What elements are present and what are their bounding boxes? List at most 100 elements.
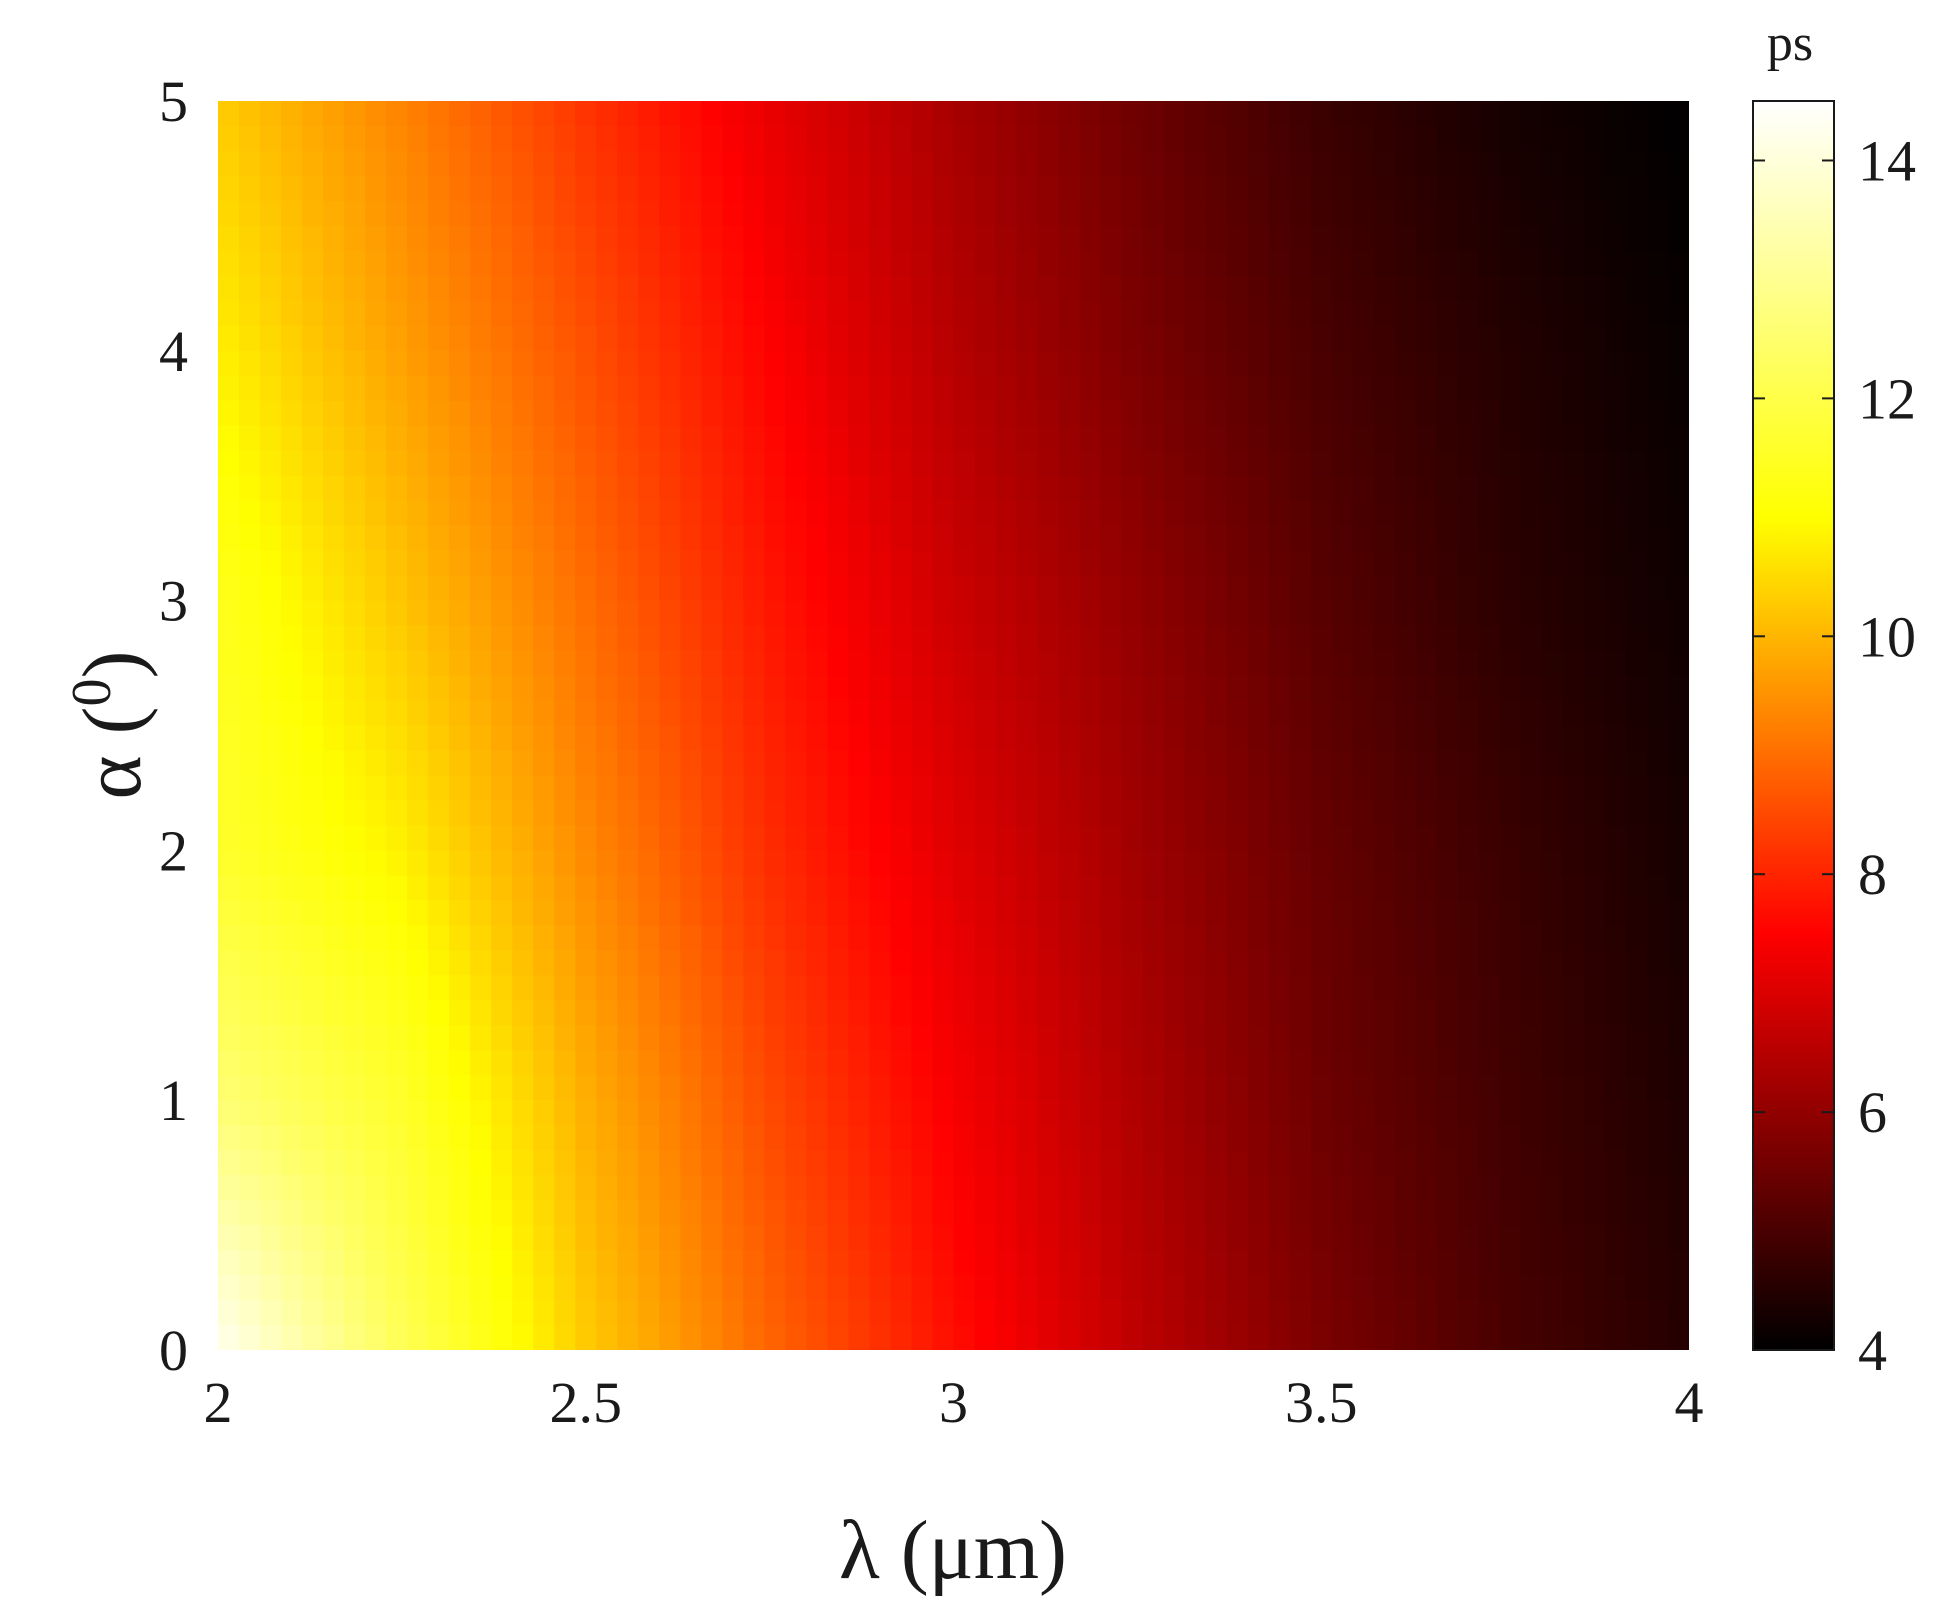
heatmap-cell <box>302 900 324 927</box>
heatmap-cell <box>470 825 492 852</box>
heatmap-cell <box>1373 1150 1396 1176</box>
heatmap-cell <box>764 600 787 627</box>
heatmap-cell <box>1520 250 1543 277</box>
heatmap-cell <box>1646 1325 1669 1350</box>
heatmap-cell <box>218 850 240 877</box>
heatmap-cell <box>1667 675 1689 702</box>
heatmap-cell <box>218 200 240 227</box>
heatmap-cell <box>1667 750 1689 777</box>
heatmap-cell <box>1184 1225 1207 1251</box>
heatmap-cell <box>701 700 724 727</box>
heatmap-cell <box>1436 525 1459 552</box>
heatmap-cell <box>953 725 976 752</box>
heatmap-cell <box>596 450 619 477</box>
heatmap-cell <box>1079 1250 1102 1276</box>
heatmap-cell <box>1205 1150 1228 1176</box>
heatmap-cell <box>680 975 703 1002</box>
heatmap-cell <box>239 725 261 752</box>
heatmap-cell <box>470 1000 492 1027</box>
heatmap-cell <box>596 825 619 852</box>
heatmap-cell <box>1562 475 1585 502</box>
heatmap-cell <box>1520 500 1543 527</box>
heatmap-cell <box>1625 625 1648 652</box>
heatmap-cell <box>1289 1275 1312 1301</box>
heatmap-cell <box>911 1100 934 1126</box>
heatmap-cell <box>323 1250 345 1276</box>
heatmap-cell <box>407 225 429 252</box>
heatmap-cell <box>1310 101 1333 127</box>
heatmap-cell <box>1205 225 1228 252</box>
heatmap-cell <box>617 400 640 427</box>
heatmap-cell <box>1625 225 1648 252</box>
heatmap-cell <box>848 750 871 777</box>
heatmap-cell <box>659 850 682 877</box>
heatmap-cell <box>680 850 703 877</box>
heatmap-cell <box>302 950 324 977</box>
heatmap-cell <box>1037 275 1060 302</box>
heatmap-cell <box>218 101 240 127</box>
heatmap-cell <box>554 1225 577 1251</box>
heatmap-cell <box>890 525 913 552</box>
heatmap-cell <box>407 175 429 202</box>
heatmap-cell <box>701 975 724 1002</box>
heatmap-cell <box>1121 175 1144 202</box>
heatmap-cell <box>428 1250 450 1276</box>
heatmap-cell <box>281 125 303 152</box>
heatmap-cell <box>302 475 324 502</box>
heatmap-cell <box>1247 1300 1270 1326</box>
heatmap-cell <box>1331 425 1354 452</box>
heatmap-cell <box>680 1175 703 1201</box>
heatmap-cell <box>1415 150 1438 177</box>
heatmap-cell <box>428 1275 450 1301</box>
heatmap-cell <box>911 525 934 552</box>
heatmap-cell <box>701 900 724 927</box>
heatmap-cell <box>533 925 556 952</box>
heatmap-cell <box>743 150 766 177</box>
heatmap-cell <box>1226 250 1249 277</box>
heatmap-cell <box>365 975 387 1002</box>
heatmap-cell <box>365 725 387 752</box>
heatmap-cell <box>1394 1325 1417 1350</box>
heatmap-cell <box>407 650 429 677</box>
heatmap-cell <box>743 1200 766 1226</box>
heatmap-cell <box>701 375 724 402</box>
heatmap-cell <box>848 525 871 552</box>
heatmap-cell <box>1499 725 1522 752</box>
heatmap-cell <box>344 101 366 127</box>
heatmap-cell <box>1625 1300 1648 1326</box>
heatmap-cell <box>701 300 724 327</box>
heatmap-cell <box>869 275 892 302</box>
heatmap-cell <box>659 250 682 277</box>
heatmap-cell <box>1352 400 1375 427</box>
heatmap-cell <box>1268 1050 1291 1077</box>
x-axis-ticks: 2 2.5 3 3.5 4 <box>204 1370 1704 1435</box>
heatmap-cell <box>428 400 450 427</box>
heatmap-cell <box>806 1025 829 1052</box>
heatmap-cell <box>1226 1200 1249 1226</box>
heatmap-cell <box>1121 150 1144 177</box>
heatmap-cell <box>239 125 261 152</box>
heatmap-cell <box>1541 600 1564 627</box>
heatmap-cell <box>1016 150 1039 177</box>
heatmap-cell <box>407 1200 429 1226</box>
heatmap-cell <box>1562 175 1585 202</box>
heatmap-cell <box>1310 1250 1333 1276</box>
heatmap-cell <box>1499 250 1522 277</box>
heatmap-cell <box>1394 650 1417 677</box>
heatmap-cell <box>1625 1250 1648 1276</box>
heatmap-cell <box>953 1000 976 1027</box>
heatmap-cell <box>1121 125 1144 152</box>
heatmap-cell <box>1310 575 1333 602</box>
heatmap-cell <box>428 850 450 877</box>
heatmap-cell <box>470 625 492 652</box>
heatmap-cell <box>407 550 429 577</box>
heatmap-cell <box>302 1000 324 1027</box>
heatmap-cell <box>1100 850 1123 877</box>
heatmap-cell <box>1037 1000 1060 1027</box>
heatmap-cell <box>974 375 997 402</box>
heatmap-cell <box>1583 500 1606 527</box>
heatmap-cell <box>1184 1000 1207 1027</box>
heatmap-cell <box>1205 575 1228 602</box>
heatmap-cell <box>1163 600 1186 627</box>
heatmap-cell <box>1331 925 1354 952</box>
